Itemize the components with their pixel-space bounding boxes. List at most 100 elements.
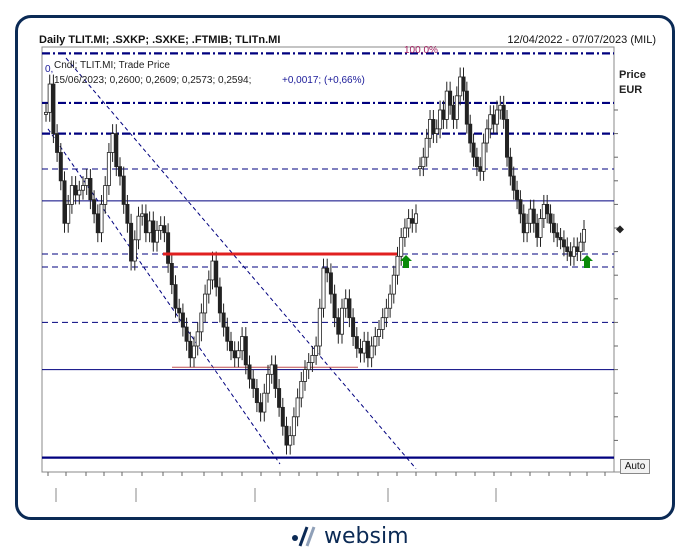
candle-body xyxy=(444,90,449,120)
candle-body xyxy=(299,380,304,399)
candle-body xyxy=(121,175,126,205)
candle-body xyxy=(369,345,374,359)
candle-body xyxy=(125,203,130,224)
candle-body xyxy=(365,340,370,359)
candle-body xyxy=(448,90,453,106)
candle-body xyxy=(277,388,282,408)
candle-body xyxy=(147,220,152,234)
candle-body xyxy=(391,274,396,295)
candle-body xyxy=(336,317,341,335)
candle-body xyxy=(474,156,479,168)
candle-body xyxy=(578,241,583,253)
candle-body xyxy=(515,189,520,201)
trend-line xyxy=(65,57,417,470)
candle-body xyxy=(77,189,82,196)
candle-body xyxy=(548,213,553,224)
candle-body xyxy=(388,293,393,309)
candle-body xyxy=(528,208,533,224)
candle-body xyxy=(188,340,193,359)
buy-signal-arrow xyxy=(400,254,412,268)
candle-body xyxy=(184,326,189,342)
candle-body xyxy=(358,347,363,354)
trend-line xyxy=(47,128,281,465)
candle-body xyxy=(132,239,137,262)
candle-body xyxy=(173,284,178,309)
candle-body xyxy=(47,83,52,113)
candle-body xyxy=(66,203,71,224)
candle-body xyxy=(243,336,248,366)
candle-body xyxy=(362,340,367,354)
candle-body xyxy=(464,90,469,125)
candle-body xyxy=(265,373,270,394)
auto-scale-button[interactable]: Auto xyxy=(620,459,650,474)
candle-body xyxy=(262,392,267,413)
candle-body xyxy=(565,246,570,253)
candle-body xyxy=(44,111,49,115)
price-levels xyxy=(42,52,614,459)
candles xyxy=(44,67,587,455)
candle-body xyxy=(428,119,433,139)
candle-body xyxy=(55,133,60,153)
candle-body xyxy=(376,329,381,337)
candle-body xyxy=(103,185,108,205)
candle-body xyxy=(558,237,563,241)
candle-body xyxy=(505,119,510,158)
candle-body xyxy=(395,255,400,276)
candle-body xyxy=(321,267,326,309)
candle-body xyxy=(177,307,182,314)
fibo-top-label: 100,0% xyxy=(404,45,438,56)
candle-body xyxy=(501,104,506,120)
chart-frame xyxy=(15,15,675,520)
candle-body xyxy=(406,218,411,229)
candle-body xyxy=(325,267,330,274)
candle-body xyxy=(347,298,352,319)
candle-body xyxy=(541,203,546,219)
candle-body xyxy=(421,156,426,168)
candle-body xyxy=(571,246,576,257)
candle-body xyxy=(254,388,259,404)
candle-body xyxy=(143,213,148,234)
candle-body xyxy=(461,76,466,92)
candle-body xyxy=(424,137,429,158)
candle-body xyxy=(417,166,422,170)
candle-body xyxy=(73,185,78,196)
candle-body xyxy=(210,260,215,281)
last-price-marker xyxy=(616,225,624,234)
candle-body xyxy=(454,95,459,120)
candle-body xyxy=(488,114,493,130)
candle-body xyxy=(568,251,573,257)
candle-body xyxy=(399,237,404,257)
candle-body xyxy=(306,362,311,370)
legend-series: Cndl; TLIT.MI; Trade Price xyxy=(54,60,170,71)
candle-body xyxy=(317,307,322,347)
y-axis-title-price: Price xyxy=(619,69,646,81)
candle-body xyxy=(508,156,513,177)
candle-body xyxy=(484,128,489,144)
date-range: 12/04/2022 - 07/07/2023 (MIL) xyxy=(507,34,656,46)
candle-body xyxy=(351,317,356,337)
candle-body xyxy=(494,109,499,125)
candle-body xyxy=(332,293,337,319)
candle-body xyxy=(551,222,556,234)
trend-channel xyxy=(47,57,417,470)
candle-body xyxy=(291,416,296,437)
plot-area[interactable] xyxy=(41,46,646,473)
candle-body xyxy=(106,152,111,186)
candle-body xyxy=(434,128,439,135)
candle-body xyxy=(535,222,540,238)
legend-ohlc: 15/06/2023; 0,2600; 0,2609; 0,2573; 0,25… xyxy=(54,75,251,86)
candle-body xyxy=(339,307,344,335)
candle-body xyxy=(203,293,208,314)
candle-body xyxy=(314,345,319,356)
candle-body xyxy=(380,317,385,330)
candle-body xyxy=(354,336,359,349)
candle-body xyxy=(199,312,204,333)
candle-body xyxy=(511,175,516,191)
candle-body xyxy=(84,178,89,186)
legend-change: +0,0017; (+0,66%) xyxy=(282,75,365,86)
candle-body xyxy=(284,425,289,446)
candle-body xyxy=(410,218,415,224)
candle-body xyxy=(136,215,141,241)
candle-body xyxy=(478,166,483,172)
